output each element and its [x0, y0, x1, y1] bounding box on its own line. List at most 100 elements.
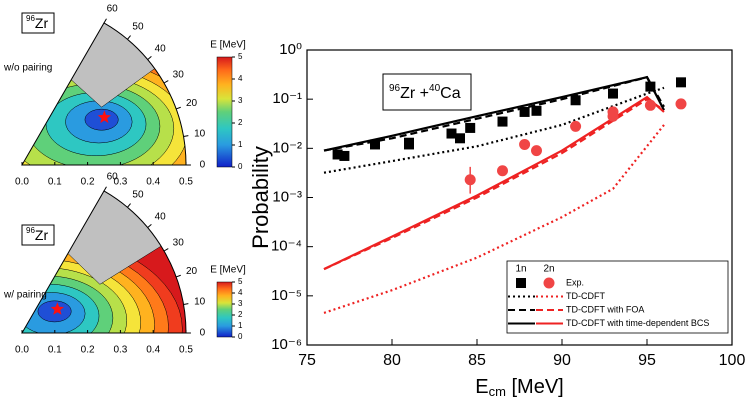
colorbar-tick-label: 4 — [238, 74, 243, 83]
x-tick-label: 95 — [638, 352, 656, 369]
gamma-tick-label: 30 — [173, 237, 185, 248]
colorbar-tick-label: 2 — [238, 118, 243, 127]
colorbar-tick-label: 5 — [238, 52, 243, 61]
data-point — [404, 137, 414, 148]
annotation-box — [382, 73, 472, 111]
annotation-sup: 96 — [389, 83, 401, 94]
y-tick-label: 10⁻² — [272, 139, 302, 156]
x-tick-label: 0.3 — [113, 345, 127, 356]
data-point — [339, 150, 350, 161]
gamma-tick-label: 20 — [186, 266, 198, 277]
colorbar-title: E [MeV] — [210, 265, 246, 276]
x-tick-label: 0.2 — [81, 177, 95, 188]
x-tick-label: 75 — [298, 352, 316, 369]
colorbar-tick-label: 1 — [238, 321, 243, 330]
legend-label: TD-CDFT with time-dependent BCS — [566, 318, 709, 328]
legend-group: 1n — [515, 264, 526, 275]
series-line — [323, 75, 665, 152]
colorbar-tick-label: 0 — [238, 332, 243, 341]
annotation-text: Ca — [440, 85, 461, 102]
panel-label: w/o pairing — [3, 63, 52, 74]
colorbar-title: E [MeV] — [210, 40, 246, 51]
data-point — [675, 98, 687, 110]
annotation-sup: 40 — [429, 83, 441, 94]
y-tick-label: 10⁻¹ — [272, 90, 302, 107]
data-point — [531, 145, 542, 157]
gamma-tick — [103, 186, 107, 192]
colorbar — [216, 281, 233, 338]
data-point — [531, 105, 542, 116]
minimum-star — [97, 110, 111, 124]
gamma-tick-label: 10 — [194, 128, 206, 139]
y-tick-label: 10⁰ — [279, 41, 302, 58]
legend-symbol — [543, 277, 555, 289]
y-axis-label: Probability — [248, 146, 273, 249]
data-point — [607, 106, 619, 118]
annotation: 96Zr +40Ca — [389, 83, 461, 103]
data-point — [464, 174, 476, 186]
gamma-tick — [163, 80, 169, 84]
data-point — [645, 81, 656, 92]
x-label-unit: [MeV] — [512, 376, 564, 398]
x-tick-label: 85 — [468, 352, 486, 369]
legend-symbol — [516, 278, 526, 288]
gamma-tick-label: 0 — [200, 328, 206, 339]
x-tick-label: 0.1 — [48, 345, 62, 356]
gamma-tick-label: 60 — [107, 3, 119, 14]
nucleus-box — [21, 12, 55, 34]
nucleus-label: 96Zr — [26, 14, 48, 31]
x-tick-label: 100 — [719, 352, 746, 369]
x-tick-label: 0.0 — [15, 345, 29, 356]
data-point — [497, 116, 508, 127]
nucleus-label: 96Zr — [26, 226, 48, 243]
gamma-tick — [103, 18, 107, 24]
series-line — [323, 95, 665, 271]
legend-label: Exp. — [566, 277, 584, 287]
gamma-tick — [127, 35, 131, 40]
gamma-tick — [147, 56, 152, 60]
data-point — [519, 138, 531, 150]
x-label-sub: cm — [489, 384, 506, 399]
y-tick-label: 10⁻⁶ — [271, 336, 302, 353]
data-point — [570, 95, 581, 106]
gamma-tick — [175, 106, 181, 110]
y-tick-label: 10⁻⁴ — [271, 238, 302, 255]
gamma-tick-label: 10 — [194, 296, 206, 307]
gamma-tick-label: 60 — [107, 171, 119, 182]
x-tick-label: 90 — [553, 352, 571, 369]
data-point — [644, 99, 656, 111]
data-point — [497, 165, 508, 177]
colorbar-tick-label: 1 — [238, 140, 243, 149]
nucleus-mass: 96 — [26, 14, 35, 23]
colorbar-tick-label: 3 — [238, 299, 243, 308]
gamma-tick — [127, 203, 131, 208]
x-tick-label: 0.0 — [15, 177, 29, 188]
x-tick-label: 0.1 — [48, 177, 62, 188]
data-point — [676, 77, 686, 88]
colorbar-tick-label: 2 — [238, 310, 243, 319]
x-axis-label: Ecm [MeV] — [475, 376, 564, 399]
x-tick-label: 0.4 — [146, 177, 160, 188]
gamma-tick-label: 30 — [173, 69, 185, 80]
data-point — [465, 122, 476, 133]
y-tick-label: 10⁻⁵ — [271, 287, 302, 304]
colorbar — [216, 56, 233, 168]
gamma-tick-label: 50 — [132, 189, 144, 200]
data-point — [332, 149, 343, 160]
gamma-tick-label: 20 — [186, 98, 198, 109]
x-tick-label: 0.3 — [113, 177, 127, 188]
data-point — [455, 133, 465, 144]
minimum-star — [50, 302, 64, 315]
legend-group: 2n — [543, 264, 554, 275]
x-label-symbol: E — [475, 376, 488, 398]
gamma-tick — [175, 274, 181, 278]
x-tick-label: 80 — [383, 352, 401, 369]
y-tick-label: 10⁻³ — [272, 188, 302, 205]
colorbar-tick-label: 3 — [238, 96, 243, 105]
annotation-text: Zr + — [400, 85, 429, 102]
x-tick-label: 0.5 — [179, 177, 193, 188]
gamma-tick — [147, 224, 152, 228]
gamma-tick-label: 40 — [155, 212, 167, 223]
gamma-tick — [183, 303, 189, 306]
